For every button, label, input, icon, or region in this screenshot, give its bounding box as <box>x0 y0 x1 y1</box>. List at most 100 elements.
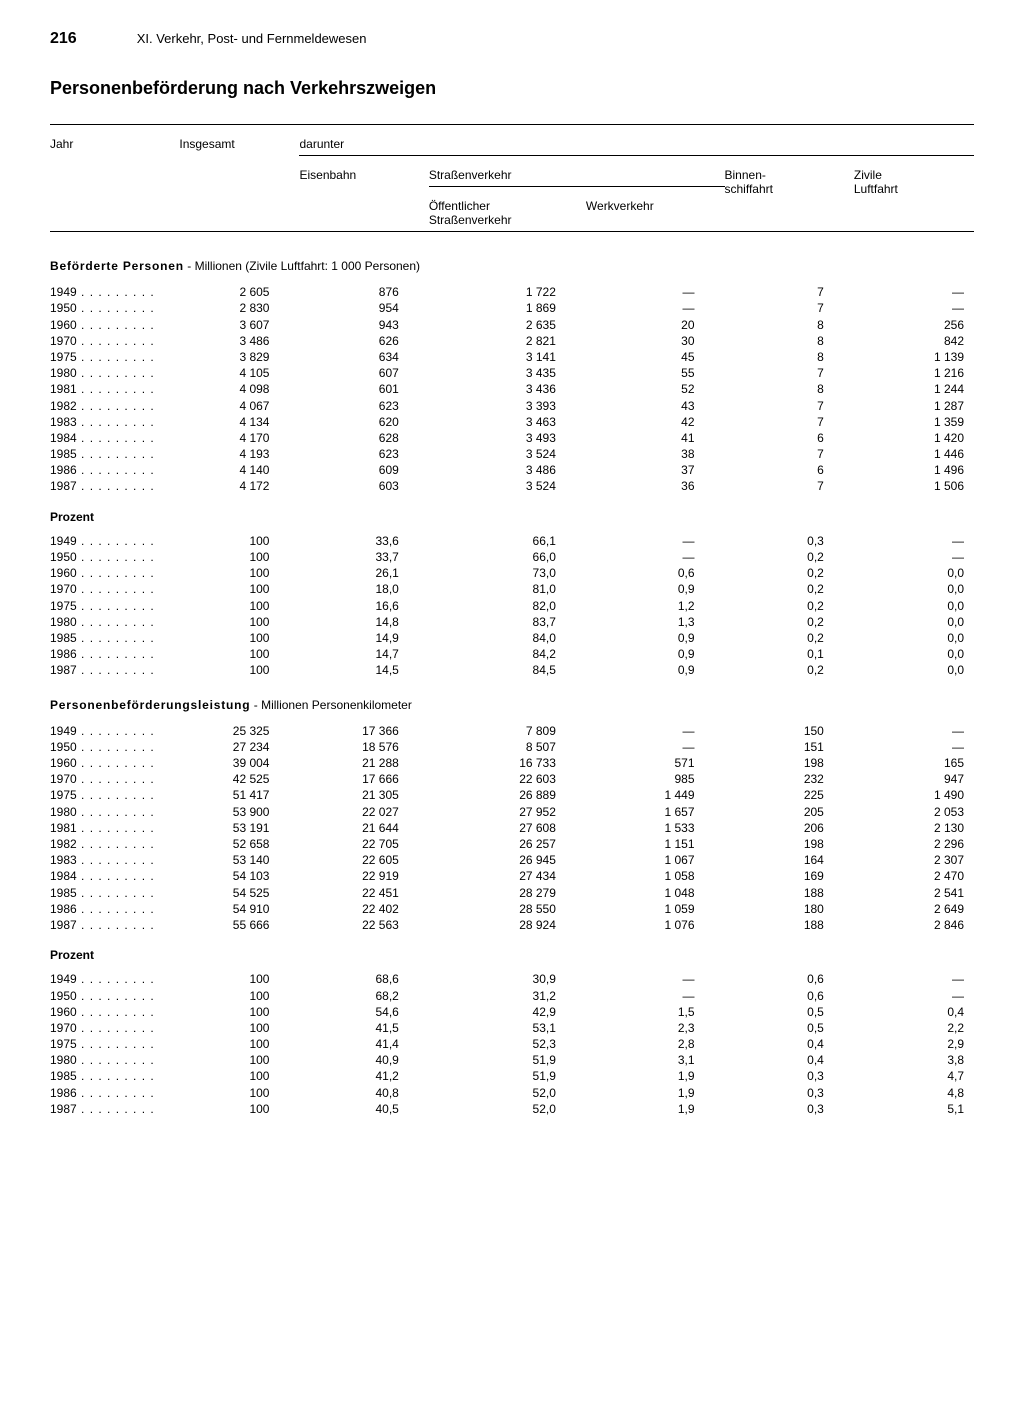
data-cell: 0,3 <box>725 1101 854 1117</box>
table-row: 1986 . . . . . . . . .10040,852,01,90,34… <box>50 1085 974 1101</box>
data-cell: 0,3 <box>725 533 854 549</box>
data-cell: 22 451 <box>299 885 428 901</box>
year-cell: 1980 . . . . . . . . . <box>50 804 179 820</box>
data-cell: — <box>586 284 725 300</box>
data-cell: 0,9 <box>586 630 725 646</box>
year-cell: 1987 . . . . . . . . . <box>50 1101 179 1117</box>
table-row: 1985 . . . . . . . . .54 52522 45128 279… <box>50 885 974 901</box>
data-cell: 1 722 <box>429 284 586 300</box>
data-cell: 1 446 <box>854 446 974 462</box>
data-cell: 1 076 <box>586 917 725 933</box>
data-cell: 876 <box>299 284 428 300</box>
year-cell: 1960 . . . . . . . . . <box>50 317 179 333</box>
year-cell: 1985 . . . . . . . . . <box>50 1068 179 1084</box>
data-cell: 40,9 <box>299 1052 428 1068</box>
data-cell: 232 <box>725 771 854 787</box>
data-cell: 2,8 <box>586 1036 725 1052</box>
data-cell: 84,2 <box>429 646 586 662</box>
data-cell: 165 <box>854 755 974 771</box>
table-row: 1960 . . . . . . . . .3 6079432 63520825… <box>50 317 974 333</box>
data-cell: 54,6 <box>299 1004 428 1020</box>
data-cell: 0,2 <box>725 565 854 581</box>
year-cell: 1949 . . . . . . . . . <box>50 533 179 549</box>
data-cell: 22 563 <box>299 917 428 933</box>
data-cell: 16,6 <box>299 598 428 614</box>
data-cell: 1 067 <box>586 852 725 868</box>
data-cell: 1,9 <box>586 1101 725 1117</box>
data-cell: 0,4 <box>725 1036 854 1052</box>
year-cell: 1960 . . . . . . . . . <box>50 1004 179 1020</box>
data-cell: 22 402 <box>299 901 428 917</box>
data-cell: 4,7 <box>854 1068 974 1084</box>
data-cell: 205 <box>725 804 854 820</box>
year-cell: 1981 . . . . . . . . . <box>50 820 179 836</box>
data-cell: 4,8 <box>854 1085 974 1101</box>
data-cell: 6 <box>725 430 854 446</box>
data-cell: 0,5 <box>725 1004 854 1020</box>
data-cell: 2 130 <box>854 820 974 836</box>
data-cell: 4 067 <box>179 398 299 414</box>
block-subtitle: Prozent <box>50 933 974 971</box>
table-row: 1985 . . . . . . . . .4 1936233 5243871 … <box>50 446 974 462</box>
data-cell: 100 <box>179 565 299 581</box>
table-row: 1949 . . . . . . . . .2 6058761 722—7— <box>50 284 974 300</box>
data-cell: 0,0 <box>854 598 974 614</box>
data-cell: 0,1 <box>725 646 854 662</box>
table-header: Jahr Insgesamt darunter Eisenbahn Straße… <box>50 125 974 241</box>
data-cell: 0,3 <box>725 1085 854 1101</box>
year-cell: 1980 . . . . . . . . . <box>50 1052 179 1068</box>
data-cell: 1,3 <box>586 614 725 630</box>
data-cell: 3 524 <box>429 446 586 462</box>
data-cell: 41 <box>586 430 725 446</box>
data-cell: 7 <box>725 284 854 300</box>
data-cell: 30 <box>586 333 725 349</box>
data-cell: 7 <box>725 446 854 462</box>
data-cell: 1 139 <box>854 349 974 365</box>
data-cell: 14,5 <box>299 662 428 678</box>
data-cell: 5,1 <box>854 1101 974 1117</box>
data-cell: 206 <box>725 820 854 836</box>
col-zivile: Zivile Luftfahrt <box>854 164 974 232</box>
table-row: 1975 . . . . . . . . .3 8296343 1414581 … <box>50 349 974 365</box>
data-cell: 0,2 <box>725 549 854 565</box>
col-eisenbahn: Eisenbahn <box>299 164 428 187</box>
data-cell: 8 507 <box>429 739 586 755</box>
data-cell: 4 134 <box>179 414 299 430</box>
table-row: 1984 . . . . . . . . .54 10322 91927 434… <box>50 868 974 884</box>
table-row: 1986 . . . . . . . . .10014,784,20,90,10… <box>50 646 974 662</box>
data-cell: 188 <box>725 885 854 901</box>
data-cell: 100 <box>179 1036 299 1052</box>
data-cell: 3 493 <box>429 430 586 446</box>
table-row: 1975 . . . . . . . . .10041,452,32,80,42… <box>50 1036 974 1052</box>
year-cell: 1970 . . . . . . . . . <box>50 1020 179 1036</box>
data-cell: 100 <box>179 988 299 1004</box>
table-row: 1950 . . . . . . . . .27 23418 5768 507—… <box>50 739 974 755</box>
data-cell: 188 <box>725 917 854 933</box>
data-cell: — <box>586 988 725 1004</box>
data-cell: 14,9 <box>299 630 428 646</box>
data-cell: 83,7 <box>429 614 586 630</box>
data-cell: 2,3 <box>586 1020 725 1036</box>
table-row: 1950 . . . . . . . . .10033,766,0—0,2— <box>50 549 974 565</box>
data-cell: 8 <box>725 317 854 333</box>
data-cell: 1,5 <box>586 1004 725 1020</box>
year-cell: 1985 . . . . . . . . . <box>50 885 179 901</box>
col-insgesamt: Insgesamt <box>179 133 299 156</box>
data-cell: 1 490 <box>854 787 974 803</box>
data-cell: 39 004 <box>179 755 299 771</box>
data-cell: 2 541 <box>854 885 974 901</box>
year-cell: 1975 . . . . . . . . . <box>50 598 179 614</box>
table-row: 1950 . . . . . . . . .2 8309541 869—7— <box>50 300 974 316</box>
data-cell: 0,0 <box>854 565 974 581</box>
data-cell: 198 <box>725 755 854 771</box>
data-cell: 100 <box>179 1052 299 1068</box>
table-row: 1982 . . . . . . . . .52 65822 70526 257… <box>50 836 974 852</box>
table-row: 1980 . . . . . . . . .53 90022 02727 952… <box>50 804 974 820</box>
data-cell: 2,2 <box>854 1020 974 1036</box>
data-cell: 4 140 <box>179 462 299 478</box>
data-cell: 607 <box>299 365 428 381</box>
data-cell: 14,7 <box>299 646 428 662</box>
data-cell: 180 <box>725 901 854 917</box>
year-cell: 1949 . . . . . . . . . <box>50 284 179 300</box>
year-cell: 1950 . . . . . . . . . <box>50 739 179 755</box>
